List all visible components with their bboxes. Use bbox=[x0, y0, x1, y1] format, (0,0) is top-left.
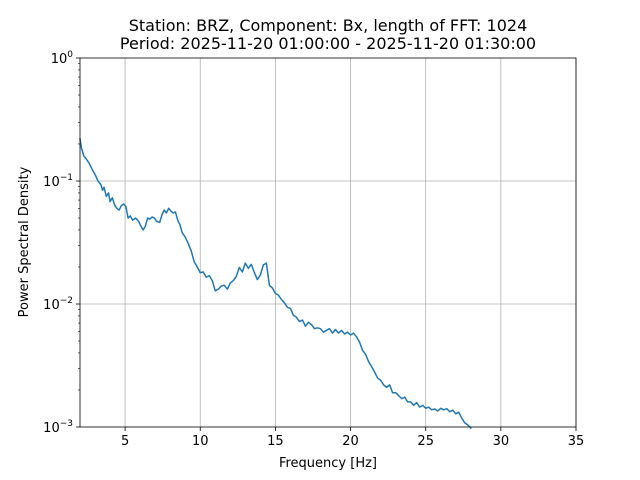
series-line bbox=[79, 138, 472, 430]
y-tick-label: 10−3 bbox=[43, 419, 73, 436]
y-tick-label: 100 bbox=[51, 50, 74, 67]
y-tick-label: 10−2 bbox=[43, 296, 73, 313]
chart-title: Station: BRZ, Component: Bx, length of F… bbox=[129, 16, 528, 35]
x-tick-label: 20 bbox=[342, 434, 359, 449]
y-tick-label: 10−1 bbox=[43, 173, 73, 190]
y-axis-label: Power Spectral Density bbox=[17, 166, 32, 317]
x-tick-label: 35 bbox=[568, 434, 585, 449]
plot-area bbox=[79, 138, 472, 430]
x-tick-label: 15 bbox=[267, 434, 284, 449]
x-tick-label: 25 bbox=[417, 434, 434, 449]
axes: 5 10 15 20 25 30 35 10−3 10−2 10−1 100 bbox=[43, 50, 584, 449]
axes-frame bbox=[79, 57, 577, 428]
chart-subtitle: Period: 2025-11-20 01:00:00 - 2025-11-20… bbox=[120, 34, 536, 53]
x-tick-label: 10 bbox=[192, 434, 209, 449]
x-tick-label: 5 bbox=[121, 434, 129, 449]
x-axis-label: Frequency [Hz] bbox=[279, 456, 377, 471]
x-tick-label: 30 bbox=[493, 434, 510, 449]
